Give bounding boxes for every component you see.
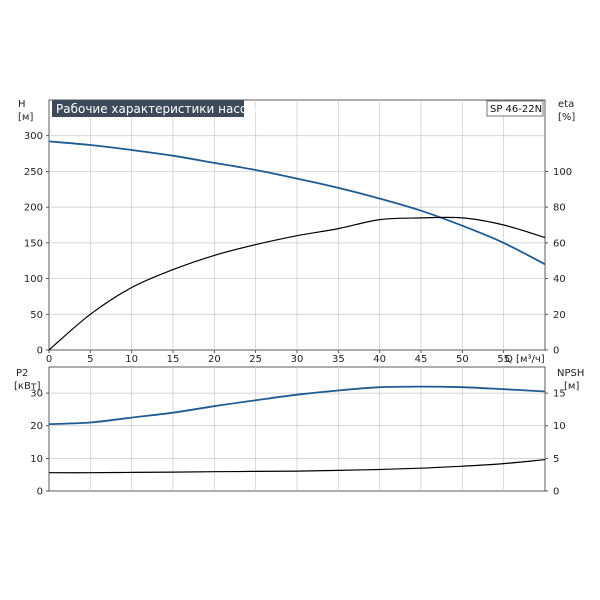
top-right-axis-label-unit: [%] <box>558 112 575 123</box>
bottom-left-axis-label-unit: [кВт] <box>14 381 41 392</box>
top-left-tick-label: 150 <box>24 238 43 249</box>
top-series-line-1 <box>48 216 546 351</box>
top-series-line-0 <box>48 140 546 266</box>
bottom-panel: 0 10 20 30 0 5 10 15 P2 [кВт] NPSH [м] <box>14 366 584 498</box>
bottom-right-tick-label: 15 <box>553 389 566 400</box>
top-right-tick-label: 20 <box>553 310 566 321</box>
chart-title: Рабочие характеристики насоса <box>56 102 261 116</box>
top-right-tick-label: 40 <box>553 274 566 285</box>
bottom-series-line-0 <box>48 385 546 425</box>
top-left-tick-label: 200 <box>24 203 43 214</box>
bottom-series-line-1 <box>48 459 546 474</box>
top-left-tick-label: 300 <box>24 131 43 142</box>
top-right-tick-label: 100 <box>553 167 572 178</box>
bottom-right-axis-label-name: NPSH <box>557 368 584 379</box>
top-left-ticks: 0 50 100 150 200 250 300 <box>24 131 49 357</box>
x-axis-label: Q [м³/ч] <box>505 354 545 365</box>
x-tick-label: 20 <box>208 354 221 365</box>
bottom-left-ticks: 0 10 20 30 <box>30 389 49 498</box>
top-panel: 0 5 10 15 20 25 30 35 40 45 50 55 05010015020025030… <box>18 99 575 365</box>
bottom-right-ticks: 0 5 10 15 <box>545 389 566 498</box>
top-left-tick-label: 0 <box>37 346 43 357</box>
top-right-ticks: 0 20 40 60 80 100 <box>545 167 572 357</box>
x-tick-label: 5 <box>87 354 93 365</box>
x-tick-label: 25 <box>249 354 262 365</box>
top-left-tick-label: 50 <box>30 310 43 321</box>
bottom-series-group <box>48 385 546 474</box>
x-tick-label: 50 <box>456 354 469 365</box>
top-left-axis-label-name: H <box>18 99 26 110</box>
bottom-left-tick-label: 0 <box>37 487 43 498</box>
top-right-axis-label-name: eta <box>558 99 574 110</box>
bottom-right-tick-label: 0 <box>553 487 559 498</box>
x-tick-label: 10 <box>125 354 138 365</box>
chart-title-background <box>52 100 244 117</box>
top-x-ticks: 0 5 10 15 20 25 30 35 40 45 50 55 <box>46 350 510 365</box>
bottom-left-axis-label-name: P2 <box>16 368 28 379</box>
top-left-tick-label: 100 <box>24 274 43 285</box>
x-tick-label: 45 <box>415 354 428 365</box>
top-right-tick-label: 80 <box>553 203 566 214</box>
x-tick-label: 40 <box>373 354 386 365</box>
bottom-right-tick-label: 10 <box>553 421 566 432</box>
x-tick-label: 0 <box>46 354 52 365</box>
bottom-grid <box>49 367 545 491</box>
pump-model-tag-box <box>486 100 544 117</box>
pump-model-tag: SP 46-22N <box>490 104 542 115</box>
top-left-axis-label-unit: [м] <box>18 112 33 123</box>
x-tick-label: 30 <box>291 354 304 365</box>
bottom-left-tick-label: 30 <box>30 389 43 400</box>
x-tick-label: 35 <box>332 354 345 365</box>
bottom-right-tick-label: 5 <box>553 454 559 465</box>
x-tick-label: 15 <box>167 354 180 365</box>
top-right-tick-label: 0 <box>553 346 559 357</box>
top-right-tick-label: 60 <box>553 238 566 249</box>
x-tick-label: 55 <box>497 354 510 365</box>
bottom-left-tick-label: 10 <box>30 454 43 465</box>
top-left-tick-label: 250 <box>24 167 43 178</box>
bottom-right-axis-label-unit: [м] <box>564 381 579 392</box>
bottom-left-tick-label: 20 <box>30 421 43 432</box>
top-series-group <box>48 140 546 351</box>
